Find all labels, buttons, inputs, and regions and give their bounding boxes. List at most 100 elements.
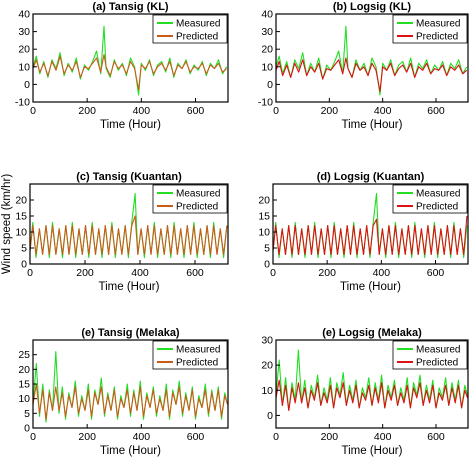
x-axis-label: Time (Hour) [340,281,401,293]
legend-label-measured: Measured [176,19,220,30]
x-tick-label: 0 [273,105,279,117]
y-tick-label: 5 [264,243,270,255]
chart-panel-4: (d) Logsig (Kuantan)0 200 400 60005101520Ti… [258,171,469,293]
chart-title: (a) Tansig (KL) [92,1,169,13]
series-group [273,193,468,259]
chart-panel-3: (c) Tansig (Kuantan)0 200 400 60005101520Ti… [1,171,229,293]
x-tick-label: 200 [318,267,336,279]
plot-frame [272,183,469,265]
x-tick-label: 400 [133,105,151,117]
chart-panel-2: (b) Logsig (KL)0 200 400 600-10010203040Tim… [258,1,469,131]
measured-series-line [30,193,228,259]
y-tick-label: 0 [24,79,30,91]
chart-title: (c) Tansig (Kuantan) [76,171,182,183]
series-group [30,193,228,259]
x-tick-label: 600 [187,105,205,117]
plot-frame [29,183,229,265]
series-group [33,25,228,96]
y-axis-label: Wind speed (km/hr) [1,174,13,275]
x-tick-label: 400 [374,105,392,117]
y-tick-label: 20 [261,44,273,56]
x-tick-label: 400 [131,267,149,279]
x-tick-label: 600 [427,431,445,443]
y-tick-label: 15 [15,211,27,223]
x-tick-label: 0 [273,431,279,443]
x-axis-label: Time (Hour) [342,119,403,131]
x-tick-label: 0 [30,105,36,117]
predicted-series-line [33,53,227,91]
y-tick-label: 0 [264,259,270,271]
y-tick-label: 20 [18,44,30,56]
legend-label-measured: Measured [176,345,220,356]
series-group [276,349,468,411]
plot-frame [32,13,229,103]
measured-series-line [33,351,228,423]
legend-label-measured: Measured [416,345,460,356]
x-tick-label: 0 [270,267,276,279]
chart-title: (e) Tansig (Melaka) [81,327,180,339]
x-tick-label: 200 [76,267,94,279]
plot-frame [275,339,469,429]
x-tick-label: 600 [427,105,445,117]
y-tick-label: 15 [258,211,270,223]
legend-box [152,340,228,370]
predicted-series-line [33,383,228,420]
x-tick-label: 0 [30,431,36,443]
y-tick-label: 0 [21,259,27,271]
y-tick-label: 5 [24,408,30,420]
legend: Measured Predicted [392,340,468,370]
legend-label-predicted: Predicted [416,32,458,43]
legend: Measured Predicted [152,184,228,214]
legend-label-predicted: Predicted [416,202,458,213]
predicted-series-line [273,215,468,255]
y-tick-label: 40 [18,9,30,21]
y-tick-label: -10 [15,97,30,109]
y-tick-label: 10 [15,227,27,239]
chart-panel-1: (a) Tansig (KL)0 200 400 600-10010203040Tim… [15,1,229,131]
legend: Measured Predicted [152,340,228,370]
series-group [33,351,228,423]
y-tick-label: 20 [261,360,273,372]
legend-label-predicted: Predicted [176,202,218,213]
y-tick-label: 30 [261,335,273,347]
x-tick-label: 600 [187,431,205,443]
legend: Measured Predicted [392,184,468,214]
legend-label-predicted: Predicted [176,32,218,43]
y-tick-label: 5 [21,243,27,255]
legend-box [152,184,228,214]
x-tick-label: 0 [27,267,33,279]
legend-label-measured: Measured [176,189,220,200]
series-group [276,25,468,96]
y-tick-label: 10 [18,393,30,405]
y-tick-label: 10 [261,385,273,397]
chart-panel-6: (e) Logsig (Melaka) 0 200 400 600 0 10 20 30 Time… [261,327,469,457]
x-tick-label: 200 [321,431,339,443]
y-tick-label: 0 [267,410,273,422]
legend-box [152,14,228,44]
y-tick-label: 30 [261,26,273,38]
predicted-series-line [276,57,468,92]
x-tick-label: 200 [321,105,339,117]
chart-title: (d) Logsig (Kuantan) [317,171,425,183]
y-tick-label: 20 [18,364,30,376]
y-tick-label: 10 [261,61,273,73]
y-tick-label: 40 [261,9,273,21]
legend-box [392,340,468,370]
predicted-series-line [30,215,228,255]
x-axis-label: Time (Hour) [100,119,161,131]
legend: Measured Predicted [152,14,228,44]
y-tick-label: 0 [24,423,30,435]
y-tick-label: 10 [258,227,270,239]
x-tick-label: 600 [427,267,445,279]
measured-series-line [273,193,468,259]
y-tick-label: 0 [267,79,273,91]
y-tick-label: 20 [15,195,27,207]
chart-title: (b) Logsig (KL) [333,1,412,13]
y-tick-label: 10 [18,61,30,73]
y-tick-label: 30 [18,26,30,38]
chart-title: (e) Logsig (Melaka) [322,327,422,339]
legend-label-predicted: Predicted [176,358,218,369]
x-axis-label: Time (Hour) [100,445,161,457]
x-tick-label: 400 [374,431,392,443]
